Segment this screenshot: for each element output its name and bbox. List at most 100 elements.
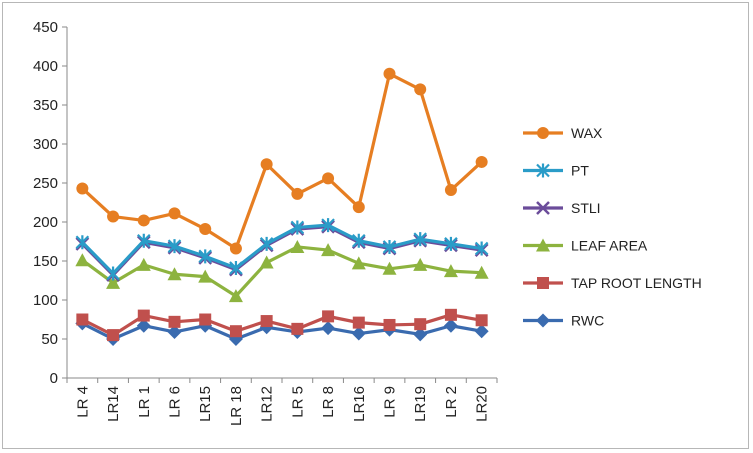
x-tick-label: LR16 <box>351 386 368 422</box>
data-point <box>137 214 150 227</box>
data-point <box>474 324 489 339</box>
data-point <box>351 326 366 341</box>
x-tick-label: LR20 <box>474 386 491 422</box>
series-tap-root-length <box>76 308 488 342</box>
data-point <box>474 265 489 279</box>
data-point <box>474 241 489 256</box>
x-tick-label: LR 1 <box>136 386 153 418</box>
data-point <box>536 313 550 328</box>
data-point <box>75 253 90 267</box>
series-pt <box>75 218 489 281</box>
data-point <box>537 277 549 289</box>
data-point <box>229 261 243 276</box>
data-point <box>228 289 243 303</box>
data-point <box>136 318 151 333</box>
x-tick-label: LR 8 <box>320 386 337 418</box>
legend-item: WAX <box>523 125 603 141</box>
y-tick-label: 250 <box>33 175 58 192</box>
data-point <box>106 275 121 289</box>
data-point <box>382 261 397 275</box>
data-point <box>291 322 304 335</box>
data-point <box>322 172 335 185</box>
data-point <box>229 242 242 255</box>
data-point <box>351 256 366 270</box>
data-point <box>414 318 427 331</box>
data-point <box>107 329 120 342</box>
legend-item: TAP ROOT LENGTH <box>523 275 702 291</box>
data-point <box>536 163 550 178</box>
data-point <box>198 269 213 283</box>
data-point <box>352 316 365 329</box>
data-point <box>413 257 428 271</box>
data-point <box>443 318 458 333</box>
data-point <box>321 243 336 257</box>
data-point <box>107 210 120 223</box>
data-point <box>443 264 458 278</box>
data-point <box>475 155 488 168</box>
data-point <box>75 235 90 250</box>
legend-item: LEAF AREA <box>523 238 648 254</box>
data-point <box>168 315 181 328</box>
y-tick-label: 100 <box>33 292 58 309</box>
data-point <box>444 236 458 251</box>
data-point <box>167 324 182 339</box>
data-point <box>383 318 396 331</box>
legend-item: PT <box>523 163 589 179</box>
data-point <box>413 232 427 247</box>
data-point <box>290 220 305 235</box>
x-axis-ticks: LR 4 LR14 LR 1 LR 6 LR15 LR 18 LR12 LR 5 LR 8 LR1… <box>66 378 498 426</box>
data-point <box>76 182 89 195</box>
legend-label: TAP ROOT LENGTH <box>571 275 702 291</box>
data-point <box>198 249 212 264</box>
x-tick-label: LR 18 <box>228 386 245 426</box>
chart-legend: WAX PT STLI LEAF AREA TAP ROOT LENGTH RWC <box>523 125 702 329</box>
x-tick-label: LR19 <box>412 386 429 422</box>
data-point <box>322 310 335 323</box>
data-point <box>167 239 182 254</box>
data-point <box>413 327 428 342</box>
data-point <box>290 239 305 253</box>
data-point <box>137 233 151 248</box>
legend-label: STLI <box>571 200 601 216</box>
x-tick-label: LR15 <box>197 386 214 422</box>
data-point <box>321 321 336 336</box>
x-tick-label: LR14 <box>105 386 122 422</box>
legend-item: STLI <box>523 200 601 216</box>
data-point <box>260 158 273 171</box>
data-point <box>414 83 427 96</box>
legend-label: RWC <box>571 313 604 329</box>
data-point <box>536 201 550 215</box>
data-point <box>199 313 212 326</box>
chart-frame <box>2 2 749 449</box>
y-tick-label: 450 <box>33 19 58 36</box>
x-tick-label: LR 6 <box>167 386 184 418</box>
y-tick-label: 300 <box>33 136 58 153</box>
data-point <box>382 239 397 254</box>
series-stli <box>75 219 489 282</box>
data-point <box>199 223 212 236</box>
data-point <box>291 187 304 200</box>
legend-label: LEAF AREA <box>571 238 648 254</box>
data-point <box>383 67 396 80</box>
data-point <box>475 314 488 327</box>
data-point <box>352 201 365 214</box>
data-point <box>106 266 120 281</box>
legend-label: PT <box>571 163 589 179</box>
data-point <box>76 313 89 326</box>
y-tick-label: 0 <box>50 370 58 387</box>
data-point <box>259 255 274 269</box>
data-point <box>321 218 335 233</box>
legend-label: WAX <box>571 125 603 141</box>
chart-series <box>75 67 489 346</box>
data-point <box>537 127 549 139</box>
x-tick-label: LR 2 <box>443 386 460 418</box>
y-tick-label: 150 <box>33 253 58 270</box>
y-tick-label: 400 <box>33 58 58 75</box>
data-point <box>259 236 274 251</box>
data-point <box>168 207 181 220</box>
data-point <box>444 184 457 197</box>
series-wax <box>76 67 488 255</box>
y-axis-ticks: 0 50 100 150 200 250 300 350 400 450 <box>33 19 67 387</box>
series-leaf-area <box>75 239 489 303</box>
